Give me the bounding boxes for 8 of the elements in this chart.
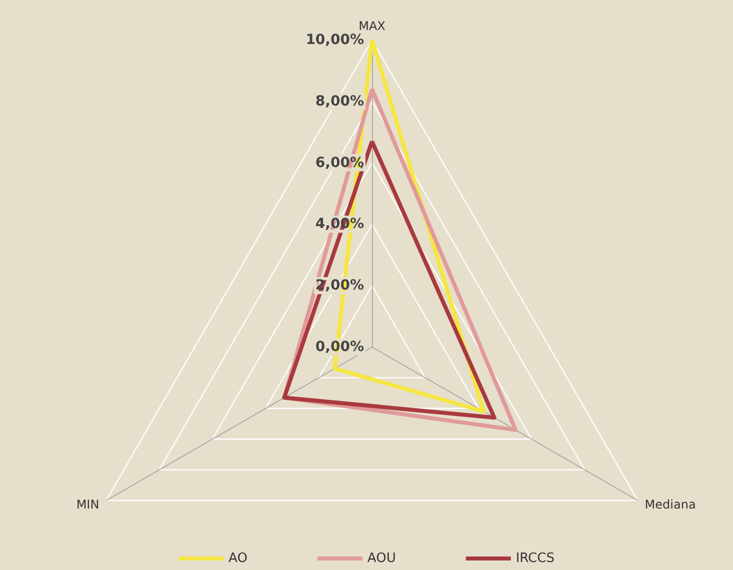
legend-label: IRCCS <box>516 551 554 566</box>
spoke-label: MAX <box>358 19 386 33</box>
legend-label: AOU <box>367 551 396 566</box>
spoke-label: MIN <box>76 498 100 512</box>
y-tick-label: 10,00% <box>306 32 364 48</box>
y-tick-label: 8,00% <box>315 93 364 110</box>
legend-label: AO <box>228 551 248 566</box>
spoke-label: Mediana <box>644 498 696 512</box>
